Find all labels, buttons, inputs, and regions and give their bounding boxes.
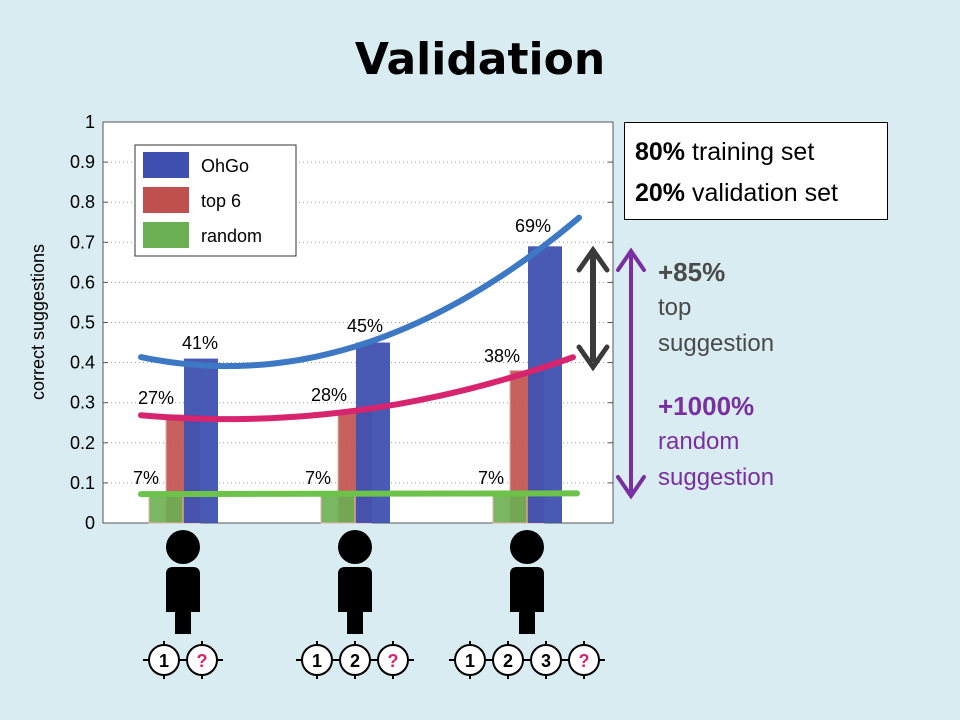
top-gain-value: +85% <box>658 257 726 287</box>
trend-curve-top-6 <box>138 354 576 423</box>
known-item-label: 2 <box>503 651 513 671</box>
known-item-label: 1 <box>465 651 475 671</box>
user-head-icon <box>510 530 544 564</box>
random-suggestion-annotation: +1000% random suggestion <box>658 388 774 496</box>
training-set-line: 80% training set <box>635 132 877 173</box>
y-tick-label: 1 <box>85 112 95 132</box>
question-mark-label: ? <box>197 651 208 671</box>
data-label-ohgo: 69% <box>515 216 551 236</box>
legend-label-top-6: top 6 <box>201 191 241 211</box>
validation-set-line: 20% validation set <box>635 173 877 214</box>
data-label-random: 7% <box>305 468 331 488</box>
legend-swatch-ohgo <box>143 152 189 178</box>
random-gain-line2: suggestion <box>658 464 775 491</box>
question-mark-label: ? <box>388 651 399 671</box>
known-item-label: 2 <box>350 651 360 671</box>
trend-curve-ohgo <box>138 214 582 370</box>
bar-random <box>492 494 528 524</box>
y-tick-label: 0.2 <box>70 433 95 453</box>
random-gain-arrowhead-up <box>616 247 646 272</box>
y-tick-label: 0.1 <box>70 473 95 493</box>
training-percent: 80% <box>635 138 686 166</box>
data-label-random: 7% <box>133 468 159 488</box>
user-head-icon <box>166 530 200 564</box>
y-tick-label: 0.4 <box>70 353 95 373</box>
y-axis-label: correct suggestions <box>28 244 48 400</box>
bar-ohgo <box>184 358 218 523</box>
user-head-icon <box>338 530 372 564</box>
data-label-ohgo: 45% <box>347 316 383 336</box>
random-gain-value: +1000% <box>658 391 755 421</box>
random-gain-line1: random <box>658 428 740 455</box>
data-label-top-6: 28% <box>311 385 347 405</box>
bar-ohgo <box>528 246 562 523</box>
y-tick-label: 0.7 <box>70 232 95 252</box>
top-gain-arrowhead-up <box>576 245 610 273</box>
question-mark-label: ? <box>579 651 590 671</box>
dataset-split-box: 80% training set 20% validation set <box>624 122 888 220</box>
legend-swatch-random <box>143 222 189 248</box>
known-item-label: 1 <box>312 651 322 671</box>
random-gain-arrowhead-down <box>616 475 646 500</box>
top-gain-arrowhead-down <box>576 344 610 372</box>
y-tick-label: 0.3 <box>70 393 95 413</box>
trend-curve-random <box>138 490 580 498</box>
known-item-label: 1 <box>159 651 169 671</box>
user-body-icon <box>338 567 372 634</box>
legend-swatch-top-6 <box>143 187 189 213</box>
data-label-ohgo: 41% <box>182 333 218 353</box>
legend-label-random: random <box>201 226 262 246</box>
data-label-top-6: 38% <box>484 346 520 366</box>
y-tick-label: 0.6 <box>70 272 95 292</box>
data-label-top-6: 27% <box>138 388 174 408</box>
y-tick-label: 0.5 <box>70 313 95 333</box>
bar-random <box>320 494 356 524</box>
top-gain-line1: top <box>658 294 692 321</box>
training-label: training set <box>685 138 815 166</box>
slide-title: Validation <box>354 34 606 85</box>
user-body-icon <box>166 567 200 634</box>
validation-percent: 20% <box>635 179 686 207</box>
y-tick-label: 0.9 <box>70 152 95 172</box>
validation-label: validation set <box>685 179 838 207</box>
data-label-random: 7% <box>478 468 504 488</box>
legend-label-ohgo: OhGo <box>201 156 249 176</box>
bar-random <box>148 494 184 524</box>
user-body-icon <box>510 567 544 634</box>
known-item-label: 3 <box>541 651 551 671</box>
y-tick-label: 0 <box>85 513 95 533</box>
y-tick-label: 0.8 <box>70 192 95 212</box>
top-gain-line2: suggestion <box>658 330 775 357</box>
top-suggestion-annotation: +85% top suggestion <box>658 254 774 362</box>
